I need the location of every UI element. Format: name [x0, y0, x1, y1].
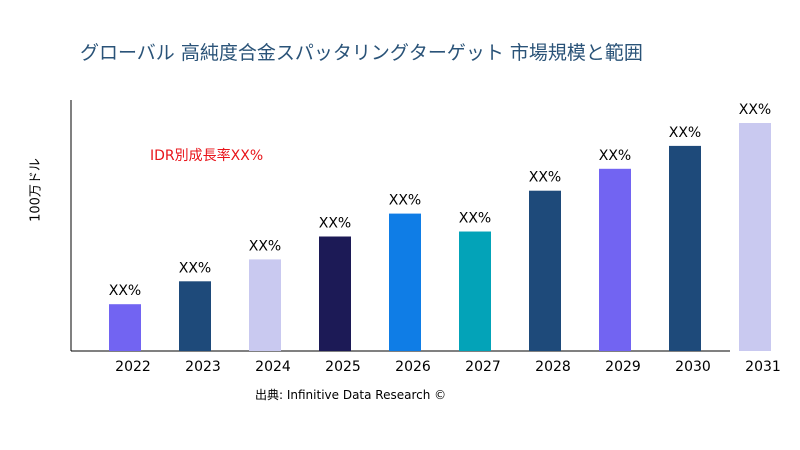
x-tick-label: 2024	[255, 359, 291, 375]
bar-2026	[389, 213, 421, 351]
data-label: XX%	[529, 170, 561, 186]
chart-title: グローバル 高純度合金スパッタリングターゲット 市場規模と範囲	[80, 42, 643, 64]
data-label: XX%	[179, 260, 211, 276]
x-tick-label: 2026	[395, 359, 431, 375]
x-tick-label: 2030	[675, 359, 711, 375]
data-label: XX%	[669, 125, 701, 141]
bar-2030	[669, 145, 701, 351]
source-note: 出典: Infinitive Data Research ©	[255, 388, 447, 402]
x-tick-label: 2022	[115, 359, 151, 375]
x-tick-label: 2025	[325, 359, 361, 375]
bar-2023	[179, 281, 211, 351]
x-tick-label: 2023	[185, 359, 221, 375]
x-tick-label: 2027	[465, 359, 501, 375]
data-label: XX%	[249, 238, 281, 254]
bar-2022	[109, 304, 141, 351]
data-label: XX%	[459, 211, 491, 227]
x-tick-label: 2031	[745, 359, 781, 375]
x-tick-label: 2028	[535, 359, 571, 375]
data-label: XX%	[319, 216, 351, 232]
bar-2028	[529, 190, 561, 351]
bar-2029	[599, 168, 631, 351]
bar-2027	[459, 231, 491, 351]
data-label: XX%	[599, 148, 631, 164]
x-tick-label: 2029	[605, 359, 641, 375]
data-label: XX%	[389, 193, 421, 209]
growth-annotation: IDR別成長率XX%	[150, 148, 264, 164]
bar-2025	[319, 236, 351, 351]
data-label: XX%	[109, 283, 141, 299]
data-label: XX%	[739, 102, 771, 118]
bar-2031	[739, 122, 771, 351]
bar-2024	[249, 259, 281, 351]
